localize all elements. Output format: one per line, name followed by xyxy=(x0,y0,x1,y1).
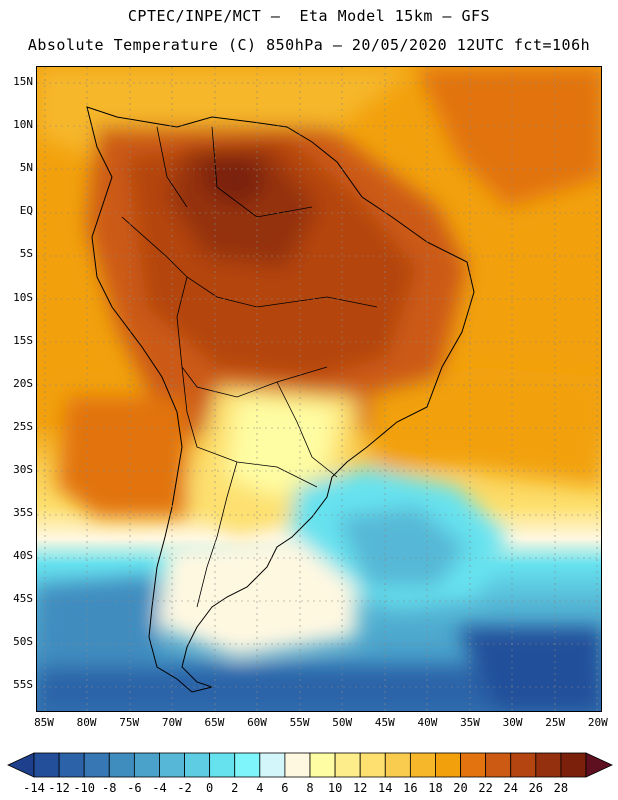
latitude-label: 5N xyxy=(19,161,33,175)
colorbar-tick-label: -4 xyxy=(152,781,167,795)
colorbar-swatch xyxy=(284,752,311,778)
colorbar-tick-label: 18 xyxy=(428,781,443,795)
longitude-label: 35W xyxy=(460,716,480,729)
latitude-label: 30S xyxy=(13,462,33,476)
latitude-label: 5S xyxy=(19,247,33,261)
colorbar-tick-label: 12 xyxy=(352,781,368,795)
temperature-field xyxy=(37,67,601,711)
colorbar-swatch xyxy=(108,752,135,778)
latitude-label: 50S xyxy=(13,635,33,649)
colorbar-swatch xyxy=(460,752,487,778)
colorbar-swatch xyxy=(485,752,512,778)
latitude-label: 40S xyxy=(13,549,33,563)
longitude-label: 80W xyxy=(76,716,97,729)
latitude-label: EQ xyxy=(19,204,33,218)
colorbar-tick-label: 4 xyxy=(256,781,264,795)
longitude-label: 50W xyxy=(332,716,353,729)
latitude-label: 25S xyxy=(13,419,33,433)
colorbar-tick-label: 24 xyxy=(503,781,518,795)
colorbar-tick-label: 6 xyxy=(281,781,289,795)
colorbar-swatch xyxy=(359,752,386,778)
colorbar-high-arrow xyxy=(585,752,613,778)
longitude-label: 30W xyxy=(502,716,523,729)
colorbar-tick-label: 10 xyxy=(327,781,343,795)
colorbar-tick-label: -2 xyxy=(177,781,192,795)
longitude-label: 65W xyxy=(204,716,225,729)
colorbar-tick-label: -10 xyxy=(73,781,96,795)
colorbar-swatch xyxy=(83,752,110,778)
colorbar-swatch xyxy=(535,752,562,778)
colorbar-swatch xyxy=(133,752,160,778)
colorbar-tick-label: 28 xyxy=(553,781,569,795)
colorbar-swatch xyxy=(409,752,436,778)
latitude-label: 55S xyxy=(13,678,33,692)
latitude-label: 15S xyxy=(13,333,33,347)
colorbar-swatch xyxy=(209,752,236,778)
map-subtitle: Absolute Temperature (C) 850hPa – 20/05/… xyxy=(27,36,591,54)
colorbar-tick-label: -8 xyxy=(102,781,117,795)
colorbar-tick-label: 26 xyxy=(528,781,544,795)
longitude-label: 45W xyxy=(374,716,395,729)
latitude-label: 10S xyxy=(13,290,33,304)
longitude-label: 75W xyxy=(119,716,140,729)
latitude-label: 15N xyxy=(13,75,33,88)
colorbar-swatch xyxy=(184,752,211,778)
country-borders xyxy=(121,126,378,608)
colorbar-tick-label: 0 xyxy=(206,781,214,795)
longitude-label: 70W xyxy=(161,716,182,729)
colorbar-tick-label: -14 xyxy=(23,781,45,795)
colorbar-swatch xyxy=(334,752,361,778)
colorbar-swatch xyxy=(259,752,286,778)
colorbar-tick-label: 14 xyxy=(378,781,393,795)
latitude-label: 45S xyxy=(13,592,33,606)
latitude-label: 35S xyxy=(13,506,33,519)
colorbar-swatch xyxy=(159,752,185,778)
colorbar-swatch xyxy=(58,752,85,778)
colorbar-swatch xyxy=(309,752,336,778)
colorbar-tick-label: 2 xyxy=(231,781,239,795)
longitude-label: 20W xyxy=(587,716,608,729)
map-title: CPTEC/INPE/MCT – Eta Model 15km – GFS xyxy=(127,7,491,25)
temperature-map xyxy=(36,66,602,712)
graticule xyxy=(37,67,601,711)
colorbar-tick-label: 22 xyxy=(478,781,493,795)
colorbar-swatch xyxy=(510,752,537,778)
colorbar-swatch xyxy=(435,752,461,778)
longitude-label: 85W xyxy=(34,716,54,729)
colorbar-tick-label: -6 xyxy=(127,781,142,795)
color-scale-bar xyxy=(7,752,613,778)
colorbar-swatch xyxy=(33,752,60,778)
longitude-label: 25W xyxy=(545,716,566,729)
longitude-label: 60W xyxy=(247,716,267,729)
colorbar-tick-label: -12 xyxy=(48,781,70,795)
longitude-label: 55W xyxy=(289,716,310,729)
south-america-coastline xyxy=(86,106,475,693)
colorbar-tick-label: 16 xyxy=(403,781,418,795)
colorbar-tick-label: 20 xyxy=(453,781,468,795)
colorbar-tick-label: 8 xyxy=(306,781,314,795)
latitude-label: 20S xyxy=(13,376,33,390)
colorbar-low-arrow xyxy=(7,752,35,778)
colorbar-swatch xyxy=(560,752,587,778)
colorbar-swatch xyxy=(234,752,261,778)
colorbar-swatch xyxy=(384,752,411,778)
longitude-label: 40W xyxy=(417,716,438,729)
latitude-label: 10N xyxy=(13,118,33,132)
